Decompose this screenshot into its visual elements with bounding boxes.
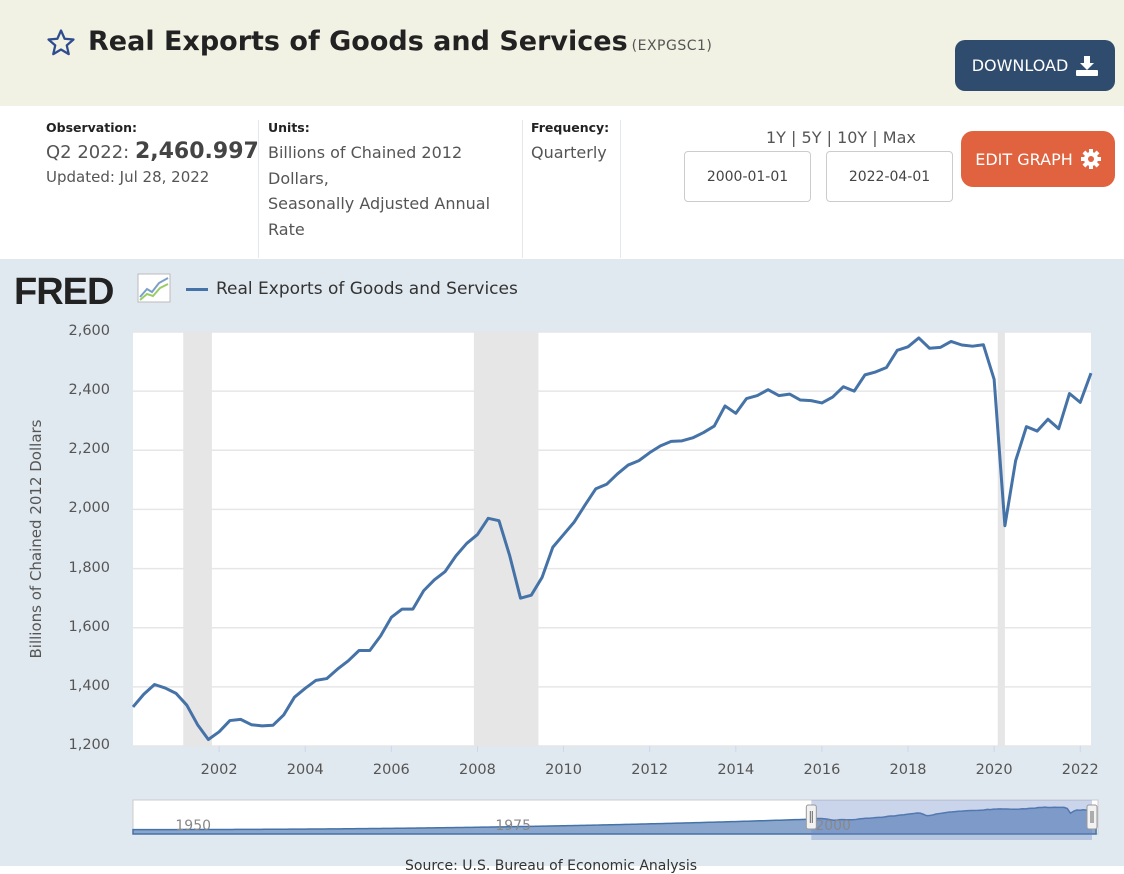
range-10y[interactable]: 10Y bbox=[837, 128, 868, 147]
units-line: Dollars, bbox=[268, 168, 329, 188]
recession-shading bbox=[997, 332, 1005, 746]
download-icon bbox=[1076, 55, 1099, 76]
updated-date: Updated: Jul 28, 2022 bbox=[46, 168, 210, 186]
x-tick-label: 2022 bbox=[1061, 762, 1099, 778]
divider bbox=[522, 120, 523, 258]
range-links: 1Y | 5Y | 10Y | Max bbox=[766, 128, 916, 147]
navigator-year-label: 2000 bbox=[815, 818, 851, 834]
units-block: Units: Billions of Chained 2012 Dollars,… bbox=[268, 120, 490, 242]
sep: | bbox=[872, 128, 878, 147]
x-tick-label: 2016 bbox=[803, 762, 841, 778]
frequency-block: Frequency: Quarterly bbox=[531, 120, 609, 165]
x-tick-label: 2012 bbox=[631, 762, 669, 778]
x-tick-label: 2008 bbox=[458, 762, 496, 778]
navigator-series bbox=[132, 806, 1097, 835]
y-tick-label: 2,600 bbox=[68, 323, 110, 339]
observation-block: Observation: Q2 2022: 2,460.997 Updated:… bbox=[46, 120, 259, 186]
x-tick-label: 2010 bbox=[545, 762, 582, 778]
y-tick-label: 1,800 bbox=[68, 559, 110, 576]
y-tick-label: 2,200 bbox=[68, 441, 110, 458]
units-line: Billions of Chained 2012 bbox=[268, 143, 463, 162]
x-tick-label: 2014 bbox=[717, 762, 755, 778]
x-tick-label: 2020 bbox=[975, 762, 1013, 778]
edit-label: EDIT GRAPH bbox=[975, 149, 1073, 169]
frequency-label: Frequency: bbox=[531, 120, 610, 135]
y-tick-label: 1,600 bbox=[68, 618, 110, 635]
y-tick-label: 1,200 bbox=[68, 737, 110, 753]
y-tick-label: 1,400 bbox=[68, 677, 110, 694]
edit-graph-button[interactable]: EDIT GRAPH bbox=[961, 131, 1115, 187]
series-header: Real Exports of Goods and Services (EXPGS… bbox=[0, 0, 1124, 106]
observation-period: Q2 2022: bbox=[46, 142, 130, 163]
download-button[interactable]: DOWNLOAD bbox=[955, 40, 1115, 91]
sep: | bbox=[826, 128, 832, 147]
legend-label: Real Exports of Goods and Services bbox=[216, 279, 518, 299]
range-1y[interactable]: 1Y bbox=[766, 128, 786, 147]
navigator-year-label: 1950 bbox=[175, 818, 211, 834]
series-id: (EXPGSC1) bbox=[631, 38, 713, 54]
observation-value: 2,460.997 bbox=[134, 139, 259, 164]
end-date-input[interactable]: 2022-04-01 bbox=[826, 151, 953, 202]
fred-chart-logo-icon bbox=[137, 273, 171, 303]
sep: | bbox=[791, 128, 797, 147]
gear-icon bbox=[1080, 149, 1101, 169]
navigator-handle[interactable] bbox=[805, 804, 817, 830]
navigator-year-label: 1975 bbox=[495, 818, 531, 834]
legend-line-swatch bbox=[186, 287, 208, 291]
divider bbox=[620, 120, 621, 258]
chart-legend: Real Exports of Goods and Services bbox=[186, 279, 518, 299]
page-title: Real Exports of Goods and Services (EXPGS… bbox=[88, 26, 712, 57]
units-line: Seasonally Adjusted Annual bbox=[268, 194, 491, 213]
start-date-input[interactable]: 2000-01-01 bbox=[684, 151, 811, 202]
y-tick-label: 2,000 bbox=[68, 500, 110, 517]
fred-logo: FRED bbox=[14, 271, 114, 313]
observation-label: Observation: bbox=[46, 120, 137, 135]
y-tick-label: 2,400 bbox=[68, 382, 110, 399]
download-label: DOWNLOAD bbox=[971, 56, 1069, 75]
x-tick-label: 2006 bbox=[372, 762, 410, 778]
x-tick-label: 2002 bbox=[200, 762, 238, 778]
plot-area bbox=[133, 332, 1091, 746]
navigator-handle[interactable] bbox=[1086, 804, 1098, 830]
frequency-value: Quarterly bbox=[531, 143, 607, 162]
divider bbox=[258, 120, 259, 258]
range-max[interactable]: Max bbox=[882, 128, 916, 147]
x-tick-label: 2004 bbox=[286, 762, 324, 778]
units-line: Rate bbox=[268, 219, 305, 239]
series-line bbox=[131, 336, 1093, 741]
title-text: Real Exports of Goods and Services bbox=[88, 26, 628, 57]
star-outline-icon[interactable] bbox=[46, 28, 76, 58]
range-5y[interactable]: 5Y bbox=[801, 128, 822, 147]
x-tick-label: 2018 bbox=[889, 762, 927, 778]
recession-shading bbox=[183, 332, 212, 746]
source-text: Source: U.S. Bureau of Economic Analysis bbox=[405, 858, 698, 874]
navigator-selection bbox=[811, 800, 1092, 840]
units-label: Units: bbox=[268, 120, 310, 135]
